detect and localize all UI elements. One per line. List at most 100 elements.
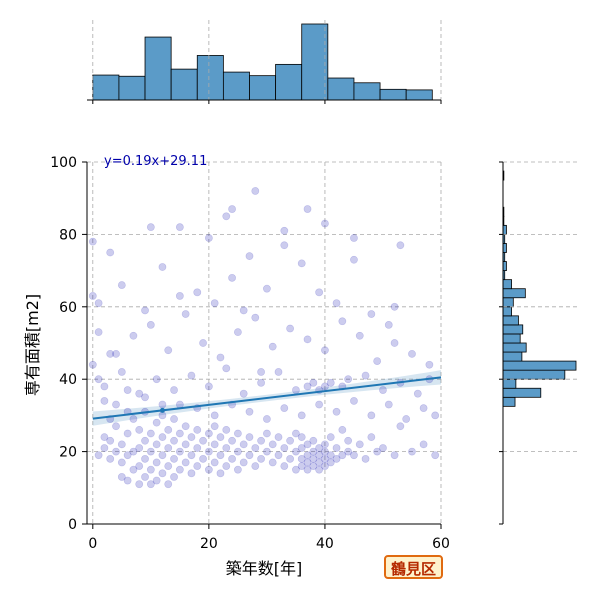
data-point bbox=[199, 454, 207, 463]
plot-axes: 0 20 40 60 0 20 40 60 80 100 bbox=[50, 155, 450, 552]
data-point bbox=[303, 382, 312, 391]
data-point bbox=[123, 476, 132, 485]
data-point bbox=[187, 433, 196, 442]
data-point bbox=[164, 462, 173, 470]
data-point bbox=[309, 462, 318, 470]
data-point bbox=[117, 458, 126, 467]
top-marginal-histogram bbox=[87, 20, 442, 104]
data-point bbox=[315, 451, 324, 460]
data-point bbox=[309, 436, 318, 445]
data-point bbox=[326, 378, 335, 387]
histogram-bar bbox=[502, 243, 507, 253]
y-tick-label: 0 bbox=[68, 517, 77, 533]
data-point bbox=[94, 451, 103, 460]
x-axis-title: 築年数[年] bbox=[226, 559, 303, 578]
data-point bbox=[274, 368, 283, 376]
data-point bbox=[309, 447, 318, 456]
scatter-points bbox=[88, 187, 440, 489]
data-point bbox=[251, 313, 260, 322]
histogram-bar bbox=[301, 23, 329, 101]
data-point bbox=[297, 411, 306, 420]
data-point bbox=[274, 433, 283, 442]
data-point bbox=[321, 440, 329, 449]
data-point bbox=[239, 440, 248, 449]
data-point bbox=[135, 480, 144, 489]
data-point bbox=[181, 440, 190, 449]
data-point bbox=[233, 328, 242, 337]
data-point bbox=[263, 284, 271, 293]
data-point bbox=[257, 368, 265, 376]
histogram-bar bbox=[502, 369, 566, 380]
data-point bbox=[408, 447, 416, 456]
data-point bbox=[141, 436, 149, 445]
data-point bbox=[146, 480, 155, 489]
histogram-bar bbox=[144, 36, 172, 101]
data-point bbox=[268, 440, 277, 449]
data-point bbox=[210, 422, 219, 431]
data-point bbox=[390, 451, 399, 460]
histogram-bar bbox=[196, 55, 224, 101]
data-point bbox=[274, 451, 283, 460]
data-point bbox=[344, 375, 353, 384]
data-point bbox=[187, 451, 196, 460]
data-point bbox=[152, 440, 161, 449]
data-point bbox=[315, 288, 324, 297]
data-point bbox=[292, 429, 300, 438]
data-point bbox=[100, 397, 109, 405]
data-point bbox=[106, 349, 115, 358]
data-point bbox=[350, 255, 358, 264]
data-point bbox=[332, 444, 341, 452]
data-point bbox=[158, 400, 167, 409]
data-point bbox=[204, 447, 213, 456]
histogram-bar bbox=[379, 88, 407, 101]
data-point bbox=[123, 429, 132, 438]
data-point bbox=[268, 458, 277, 467]
data-point bbox=[94, 299, 103, 308]
data-point bbox=[303, 465, 312, 474]
x-tick-label: 0 bbox=[88, 536, 97, 552]
data-point bbox=[396, 422, 405, 431]
data-point bbox=[315, 458, 324, 467]
data-point bbox=[164, 480, 173, 489]
data-point bbox=[309, 454, 318, 463]
data-point bbox=[175, 447, 184, 456]
data-point bbox=[303, 451, 312, 460]
histogram-bar bbox=[502, 333, 521, 344]
data-point bbox=[350, 451, 358, 460]
data-point bbox=[158, 411, 167, 420]
data-point bbox=[280, 404, 289, 413]
data-point bbox=[315, 444, 324, 452]
histogram-bar bbox=[353, 82, 381, 101]
data-point bbox=[146, 320, 155, 329]
data-point bbox=[390, 339, 399, 347]
data-point bbox=[187, 469, 196, 478]
data-point bbox=[112, 447, 120, 456]
data-point bbox=[112, 422, 120, 431]
data-point bbox=[228, 436, 236, 445]
data-point bbox=[297, 444, 306, 452]
data-point bbox=[100, 433, 109, 442]
data-point bbox=[309, 378, 318, 387]
data-point bbox=[263, 415, 271, 423]
data-point bbox=[204, 465, 213, 474]
data-point bbox=[361, 371, 370, 380]
data-point bbox=[152, 476, 161, 485]
data-point bbox=[344, 436, 353, 445]
data-point bbox=[88, 360, 97, 369]
data-point bbox=[164, 444, 173, 452]
data-point bbox=[379, 386, 387, 394]
data-point bbox=[263, 429, 271, 438]
data-point bbox=[355, 331, 364, 340]
data-point bbox=[117, 440, 126, 449]
data-point bbox=[193, 462, 202, 470]
data-point bbox=[332, 299, 341, 308]
data-point bbox=[367, 433, 376, 442]
data-point bbox=[431, 451, 440, 460]
data-point bbox=[419, 404, 428, 413]
data-point bbox=[280, 462, 289, 470]
data-point bbox=[338, 451, 347, 460]
data-point bbox=[181, 422, 190, 431]
histogram-bar bbox=[502, 378, 517, 389]
data-point bbox=[135, 462, 144, 470]
